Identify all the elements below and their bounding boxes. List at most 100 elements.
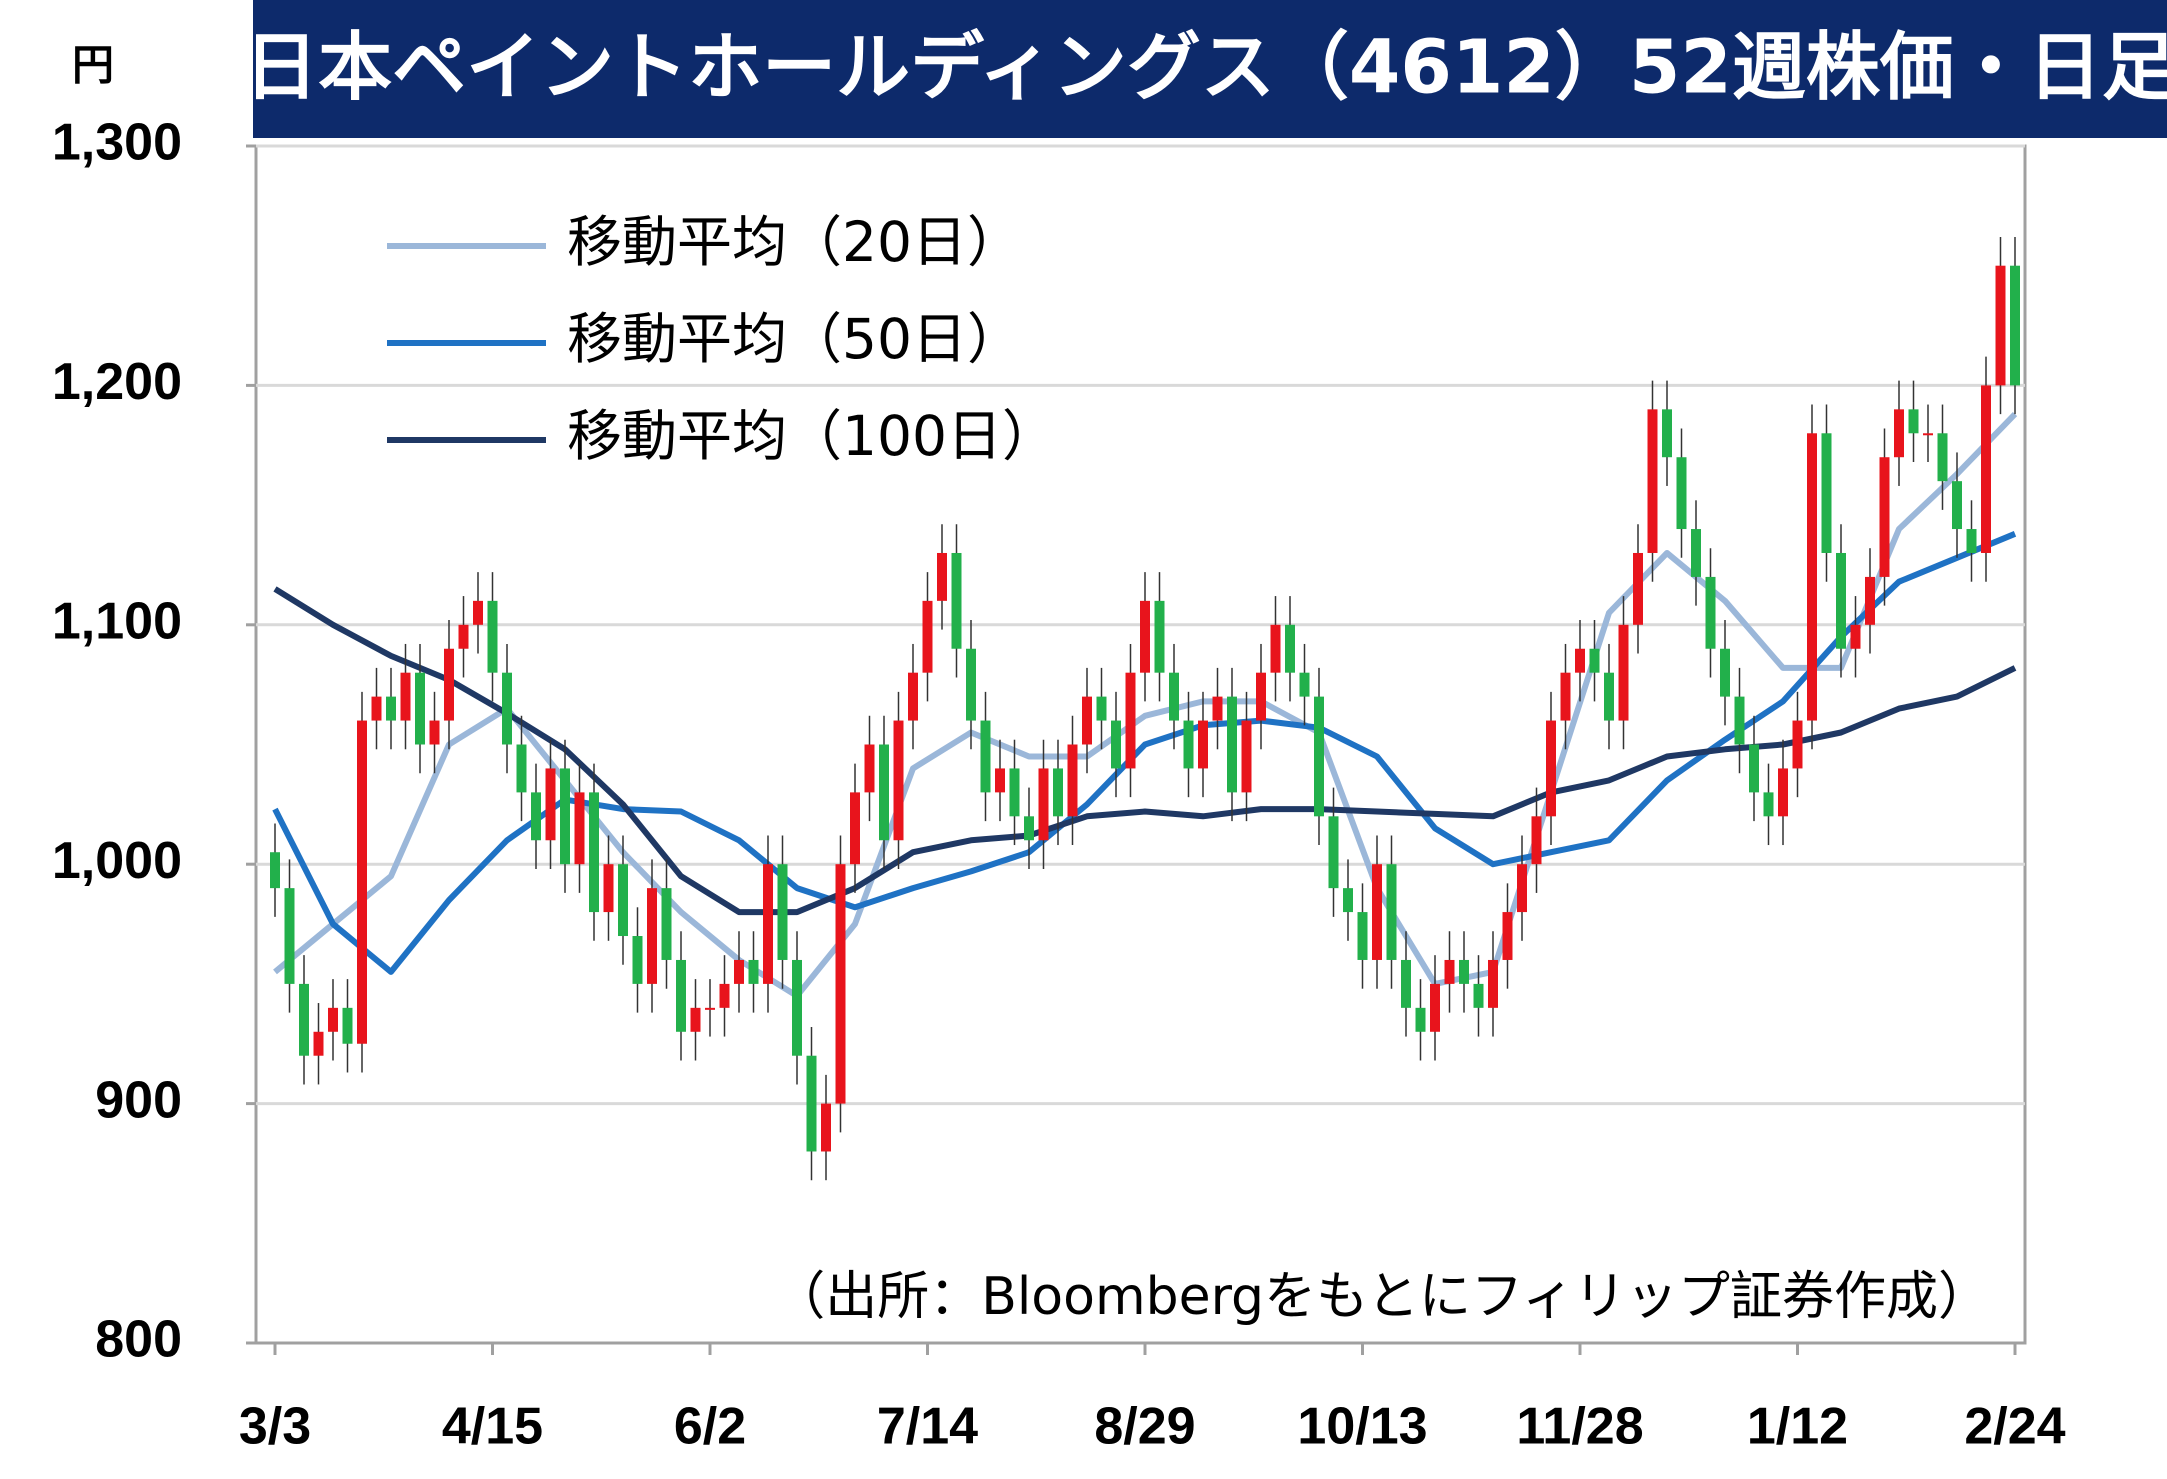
candle-body <box>1981 385 1991 553</box>
candle-body <box>937 552 947 601</box>
candle-body <box>1198 720 1208 769</box>
candle-body <box>1720 648 1730 697</box>
x-tick-label: 7/14 <box>877 1398 978 1456</box>
x-tick-label: 2/24 <box>1964 1398 2065 1456</box>
candle-body <box>589 792 599 913</box>
candle-body <box>1343 888 1353 913</box>
candle-body <box>748 959 759 984</box>
candle-body <box>1531 816 1542 865</box>
candle-body <box>1401 959 1411 1008</box>
candle-body <box>400 672 411 721</box>
candle-body <box>1850 624 1861 649</box>
candle-body <box>1415 1007 1426 1032</box>
candle-body <box>1053 768 1063 817</box>
candle-body <box>1734 696 1745 745</box>
candle-body <box>1212 696 1223 721</box>
candle-body <box>893 720 904 841</box>
candle-body <box>908 672 918 721</box>
candle-body <box>415 672 425 745</box>
candle-body <box>473 600 483 625</box>
candle-body <box>371 696 382 721</box>
y-unit: 円 <box>72 41 114 90</box>
candle-body <box>1575 648 1585 673</box>
candle-body <box>922 600 933 673</box>
candle-body <box>1270 624 1281 673</box>
candle-body <box>1778 768 1788 817</box>
candle-body <box>1546 720 1556 817</box>
candle-body <box>1633 552 1643 625</box>
candle-body <box>1937 433 1948 482</box>
candle-body <box>777 864 788 960</box>
candle-body <box>1328 816 1339 889</box>
candle-body <box>1879 457 1890 577</box>
candle-body <box>879 744 889 841</box>
candle-body <box>313 1031 324 1056</box>
candle-body <box>1923 433 1933 436</box>
candle-body <box>618 864 628 937</box>
legend-label: 移動平均（100日） <box>567 404 1057 468</box>
chart-title: 日本ペイントホールディングス（4612）52週株価・日足 <box>244 25 2167 111</box>
candle-body <box>1299 672 1310 697</box>
candle-body <box>821 1103 831 1152</box>
candle-body <box>328 1007 338 1032</box>
candle-body <box>995 768 1005 793</box>
y-tick-label: 1,300 <box>52 114 182 172</box>
candle-body <box>1618 624 1629 721</box>
candle-body <box>1908 409 1919 434</box>
candle-body <box>1009 768 1020 817</box>
y-tick-label: 800 <box>95 1311 182 1369</box>
candle-body <box>734 959 744 984</box>
candle-body <box>270 852 280 889</box>
candle-body <box>1473 983 1484 1008</box>
candle-body <box>560 768 570 865</box>
candle-body <box>1169 672 1179 721</box>
legend-label: 移動平均（20日） <box>567 210 1022 274</box>
x-tick-label: 8/29 <box>1094 1398 1195 1456</box>
candle-body <box>545 768 556 841</box>
candle-body <box>342 1007 353 1044</box>
candle-body <box>1502 912 1513 960</box>
candle-body <box>603 864 614 913</box>
candle-body <box>1125 672 1136 769</box>
candle-body <box>1357 912 1368 960</box>
candle-body <box>1589 648 1600 673</box>
candle-body <box>719 983 730 1008</box>
candle-body <box>487 600 498 673</box>
candle-body <box>1560 672 1571 721</box>
candle-body <box>850 792 860 865</box>
candle-body <box>806 1055 817 1152</box>
candle-body <box>386 696 396 721</box>
candle-body <box>1140 600 1150 673</box>
candle-body <box>1836 552 1846 649</box>
candle-body <box>1647 409 1658 553</box>
candle-body <box>429 720 440 745</box>
candle-body <box>531 792 541 841</box>
candle-body <box>792 959 802 1056</box>
candle-body <box>1183 720 1194 769</box>
candle-body <box>690 1007 701 1032</box>
candle-body <box>444 648 454 721</box>
candle-body <box>1966 529 1977 553</box>
candle-body <box>1386 864 1397 960</box>
y-tick-label: 1,100 <box>52 593 182 651</box>
candle-body <box>1154 600 1165 673</box>
candle-body <box>1749 744 1759 793</box>
candle-body <box>951 552 962 649</box>
candle-body <box>1676 457 1687 530</box>
candle-body <box>299 983 309 1056</box>
candle-body <box>1763 792 1774 817</box>
candle-body <box>1314 696 1324 817</box>
candle-body <box>1372 864 1382 960</box>
candle-body <box>1821 433 1832 553</box>
candle-body <box>1111 720 1121 769</box>
y-tick-label: 1,000 <box>52 832 182 890</box>
candle-body <box>647 888 657 984</box>
candle-body <box>1865 576 1875 625</box>
candle-body <box>1024 816 1034 841</box>
candle-body <box>357 720 367 1044</box>
legend-label: 移動平均（50日） <box>567 307 1022 371</box>
x-tick-label: 11/28 <box>1516 1398 1643 1456</box>
y-tick-label: 1,200 <box>52 353 182 411</box>
x-tick-label: 3/3 <box>239 1398 311 1456</box>
